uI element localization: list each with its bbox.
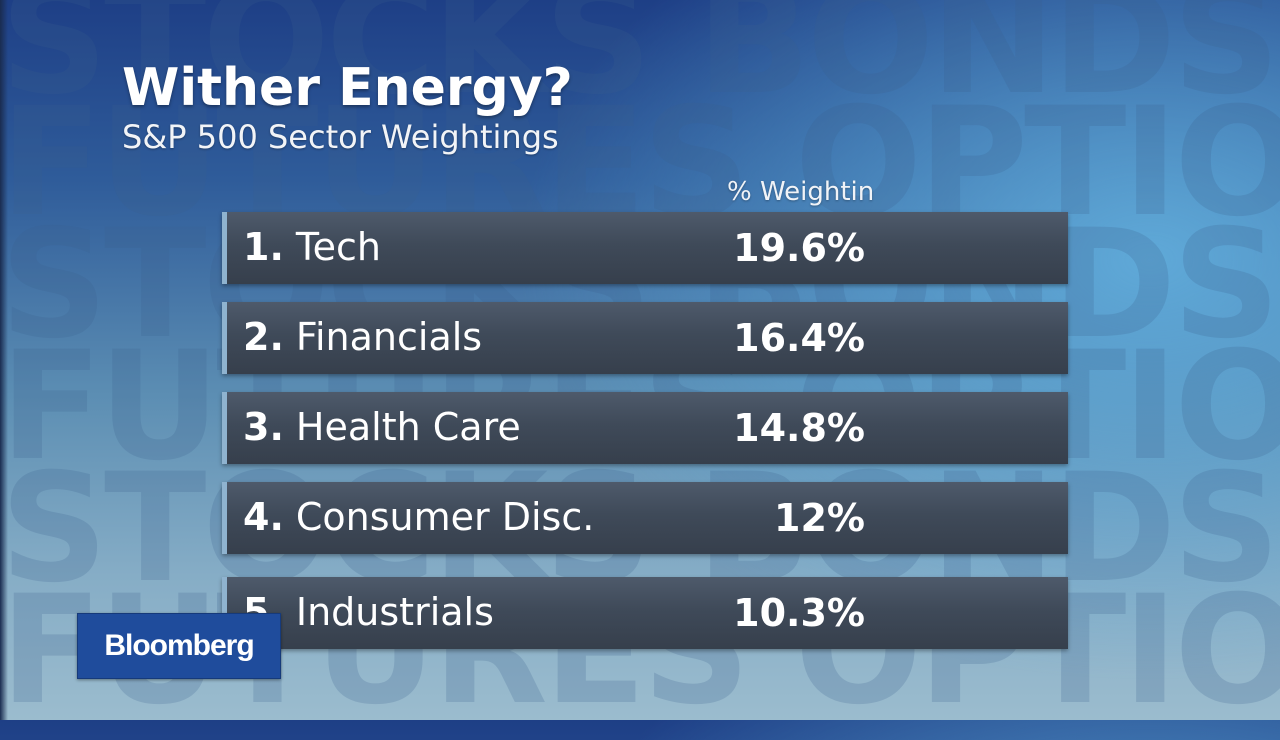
- sector-rank: 1.: [243, 225, 284, 269]
- sector-weight: 10.3%: [733, 591, 865, 635]
- page-subtitle: S&P 500 Sector Weightings: [122, 118, 559, 156]
- sector-weight: 12%: [774, 496, 865, 540]
- left-edge-shade: [0, 0, 8, 720]
- sector-row: 4. Consumer Disc. 12%: [222, 482, 1068, 554]
- weighting-column-header: % Weightin: [727, 177, 875, 207]
- sector-rank: 2.: [243, 315, 284, 359]
- sector-name: Tech: [295, 225, 382, 269]
- sector-name: Consumer Disc.: [295, 495, 595, 539]
- sector-rank: 4.: [243, 495, 284, 539]
- page-title: Wither Energy?: [122, 58, 573, 118]
- sector-name: Health Care: [295, 405, 521, 449]
- sector-weight: 16.4%: [733, 316, 865, 360]
- sector-rank: 3.: [243, 405, 284, 449]
- sector-row: 5. Industrials 10.3%: [222, 577, 1068, 649]
- sector-name: Industrials: [295, 590, 494, 634]
- sector-label: 3. Health Care: [243, 405, 521, 449]
- sector-row: 2. Financials 16.4%: [222, 302, 1068, 374]
- sector-row: 1. Tech 19.6%: [222, 212, 1068, 284]
- sector-name: Financials: [295, 315, 483, 359]
- sector-weight: 14.8%: [733, 406, 865, 450]
- sector-label: 4. Consumer Disc.: [243, 495, 594, 539]
- bloomberg-logo: Bloomberg: [77, 613, 281, 679]
- sector-label: 1. Tech: [243, 225, 381, 269]
- sector-row: 3. Health Care 14.8%: [222, 392, 1068, 464]
- logo-text: Bloomberg: [104, 629, 254, 662]
- sector-weight: 19.6%: [733, 226, 865, 270]
- sector-label: 2. Financials: [243, 315, 482, 359]
